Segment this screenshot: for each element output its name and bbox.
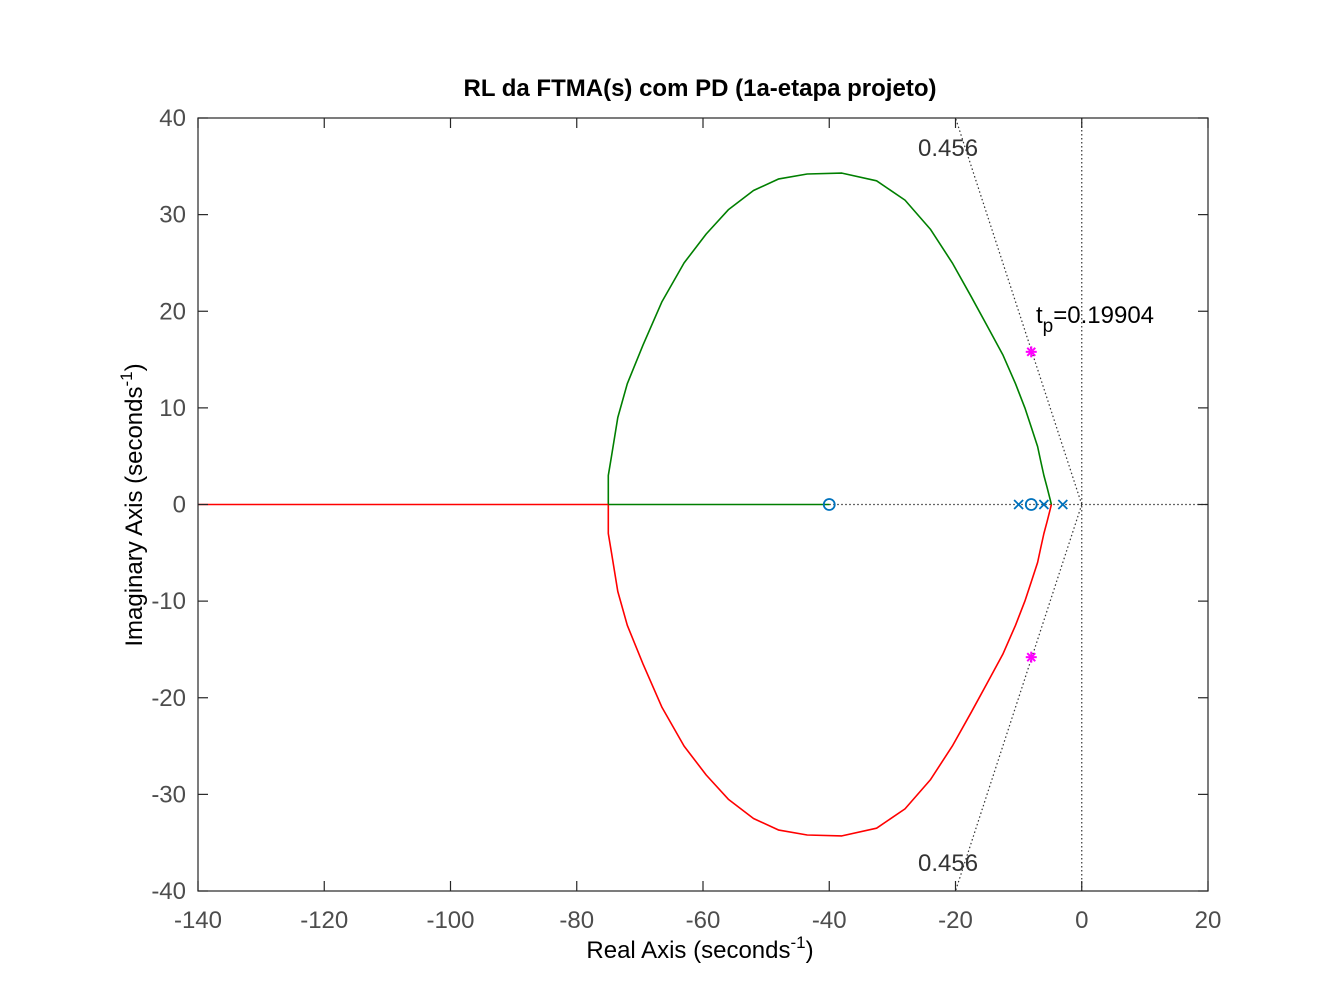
locus-branch-2 [607,504,1053,837]
y-tick-label: -30 [151,781,186,808]
y-tick-label: 30 [159,202,186,229]
damping-label-bottom: 0.456 [918,850,978,877]
x-tick-label: -60 [686,907,721,934]
damping-label-top: 0.456 [918,135,978,162]
x-axis-label-sup: -1 [790,933,805,952]
y-axis-label-main: Imaginary Axis (seconds [121,387,148,647]
pole-marker [1057,499,1068,510]
zero-marker [822,498,836,511]
pole-marker [1013,499,1024,510]
y-tick-label: 40 [159,105,186,132]
pole-marker-stroke-b [1038,499,1050,510]
y-tick-label: 0 [173,492,186,519]
x-tick-label: -80 [559,907,594,934]
x-tick-label: -20 [938,907,973,934]
peak-time-t: t [1036,302,1043,329]
peak-time-label: tp=0.19904 [1036,302,1154,337]
x-tick-label: 0 [1075,907,1088,934]
zero-marker [1024,498,1038,511]
pole-zero-markers [822,346,1068,663]
x-axis-label: Real Axis (seconds-1) [586,933,813,964]
design-point-marker [1025,346,1037,358]
y-axis-label: Imaginary Axis (seconds-1) [117,363,148,646]
x-tick-label: 20 [1195,907,1222,934]
x-tick-label: -140 [174,907,222,934]
peak-time-value: =0.19904 [1053,302,1154,329]
axis-ticks: -140 -120 -100 -80 -60 -40 -20 0 20-40-30-20-100… [151,105,1221,934]
x-axis-label-main: Real Axis (seconds [586,937,790,964]
locus-branch-1 [607,172,1053,505]
peak-time-subscript: p [1043,316,1054,337]
design-point-marker [1025,651,1037,663]
chart-title: RL da FTMA(s) com PD (1a-etapa projeto) [464,75,937,102]
pole-marker-stroke-b [1013,499,1024,510]
pole-marker-stroke-b [1057,499,1068,510]
y-tick-label: -40 [151,878,186,905]
x-tick-label: -120 [300,907,348,934]
design-point-stroke-d2 [1026,652,1036,662]
y-tick-label: 20 [159,298,186,325]
y-tick-label: -20 [151,685,186,712]
y-tick-label: 10 [159,395,186,422]
locus-branches [198,172,1053,837]
design-point-stroke-d2 [1026,347,1036,357]
pole-marker [1038,499,1050,510]
x-tick-label: -40 [812,907,847,934]
y-axis-label-sup: -1 [117,371,136,386]
y-tick-label: -10 [151,588,186,615]
x-tick-label: -100 [426,907,474,934]
x-axis-label-close: ) [806,937,814,964]
y-axis-label-close: ) [121,363,148,371]
